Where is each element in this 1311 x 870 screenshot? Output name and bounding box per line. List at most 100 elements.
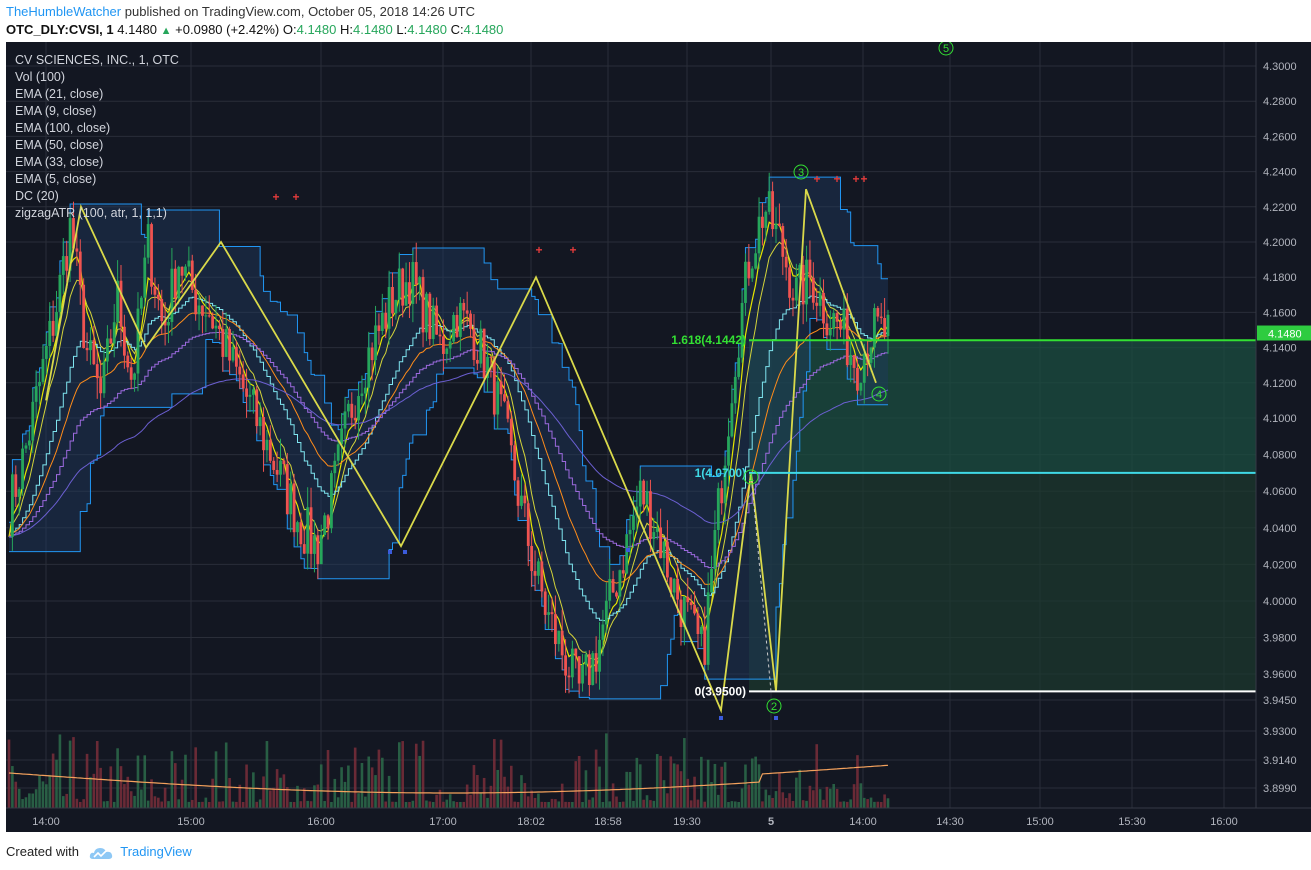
pivot-low-mark (774, 716, 778, 720)
candle-body (638, 480, 642, 507)
candle (214, 304, 218, 339)
legend-indicator[interactable]: Vol (100) (15, 70, 66, 84)
symbol-label[interactable]: OTC_DLY:CVSI, 1 (6, 22, 114, 37)
donchian-lower (9, 317, 888, 700)
candle-body (370, 347, 374, 361)
candle (720, 480, 724, 515)
candle-body (156, 294, 160, 299)
candle-body (482, 328, 486, 379)
candle-body (554, 614, 557, 645)
candle (109, 329, 113, 345)
volume-bar (123, 784, 126, 808)
tradingview-link[interactable]: TradingView (120, 844, 192, 859)
legend-indicator[interactable]: EMA (5, close) (15, 172, 97, 186)
candle (784, 239, 788, 281)
volume-bar (347, 765, 350, 808)
candle-body (730, 403, 734, 437)
candle-body (99, 378, 103, 394)
candle (856, 359, 859, 395)
candle-body (367, 347, 371, 388)
low-value: 4.1480 (407, 22, 447, 37)
volume-bar (659, 755, 662, 808)
volume-bar (778, 772, 781, 808)
volume-bar (58, 734, 62, 808)
candle (649, 479, 652, 553)
candle-body (170, 268, 174, 323)
candle (306, 487, 310, 570)
candle-body (469, 313, 472, 329)
volume-bar (676, 764, 679, 808)
candle (316, 529, 320, 579)
ema-33-line (8, 312, 889, 586)
close-label: C: (450, 22, 464, 37)
wave-label: 5 (938, 42, 954, 56)
volume-bar (51, 753, 55, 808)
candle-body (625, 534, 629, 574)
volume-bar (38, 775, 41, 808)
candle-body (577, 656, 581, 684)
wave-label: 4 (871, 386, 887, 402)
candle (815, 288, 819, 322)
candle-body (377, 325, 381, 331)
volume-bar (462, 801, 466, 808)
candle (428, 292, 432, 346)
legend-indicator[interactable]: EMA (100, close) (15, 121, 111, 135)
time-tick-label: 14:30 (936, 816, 964, 828)
volume-bar (150, 779, 153, 808)
legend-symbol[interactable]: CV SCIENCES, INC., 1, OTC (15, 53, 179, 67)
volume-bar (119, 766, 123, 808)
author-link[interactable]: TheHumbleWatcher (6, 4, 122, 19)
candle-body (713, 529, 717, 569)
legend-indicator[interactable]: EMA (33, close) (15, 155, 104, 169)
legend-indicator[interactable]: EMA (50, close) (15, 138, 104, 152)
legend-indicator[interactable]: DC (20) (15, 189, 59, 203)
candle (38, 371, 41, 405)
volume-bar (706, 759, 710, 808)
volume-bar (269, 790, 272, 808)
candle-body (207, 315, 211, 317)
legend-indicator[interactable]: zigzagATR (100, atr, 1, 1,1) (15, 206, 167, 220)
price-tick-label: 4.0000 (1263, 596, 1297, 608)
candle-body (530, 545, 534, 572)
candle-body (408, 282, 411, 304)
pivot-low-mark (388, 550, 392, 554)
candle (27, 430, 31, 450)
candle (21, 442, 24, 496)
candle-body (150, 224, 153, 287)
candle (313, 520, 316, 573)
candle-body (662, 541, 666, 559)
chart-area[interactable]: 1.618(4.1442) 1(4.0700) 0(3.9500) 1 2 3 4 5 + + +… (6, 42, 1311, 832)
legend-indicator[interactable]: EMA (9, close) (15, 104, 97, 118)
candle-body (224, 329, 228, 357)
volume-bar (14, 781, 18, 808)
volume-bar (472, 765, 476, 808)
candle-body (856, 367, 859, 391)
candle (560, 609, 564, 670)
candle-body (177, 266, 181, 299)
price-tick-label: 4.0800 (1263, 450, 1297, 462)
volume-bar (767, 795, 771, 808)
candle-body (292, 483, 296, 533)
candle (85, 332, 89, 362)
volume-bar (815, 744, 819, 808)
volume-bar (306, 800, 309, 808)
candle-body (560, 630, 564, 656)
candle-body (720, 488, 724, 504)
candle (781, 223, 785, 275)
volume-bar (299, 801, 303, 808)
volume-bar (292, 801, 296, 808)
candle-body (873, 308, 876, 348)
candle (411, 250, 415, 323)
volume-bar (832, 784, 835, 808)
candle (737, 346, 741, 380)
candle-body (194, 289, 198, 315)
open-value: 4.1480 (296, 22, 337, 37)
candle (594, 636, 598, 684)
candle (414, 242, 418, 304)
legend-indicator[interactable]: EMA (21, close) (15, 87, 104, 101)
candle-body (41, 358, 45, 382)
time-tick-label: 18:58 (594, 816, 622, 828)
zigzag-line (45, 188, 877, 714)
candle-body (598, 639, 601, 672)
